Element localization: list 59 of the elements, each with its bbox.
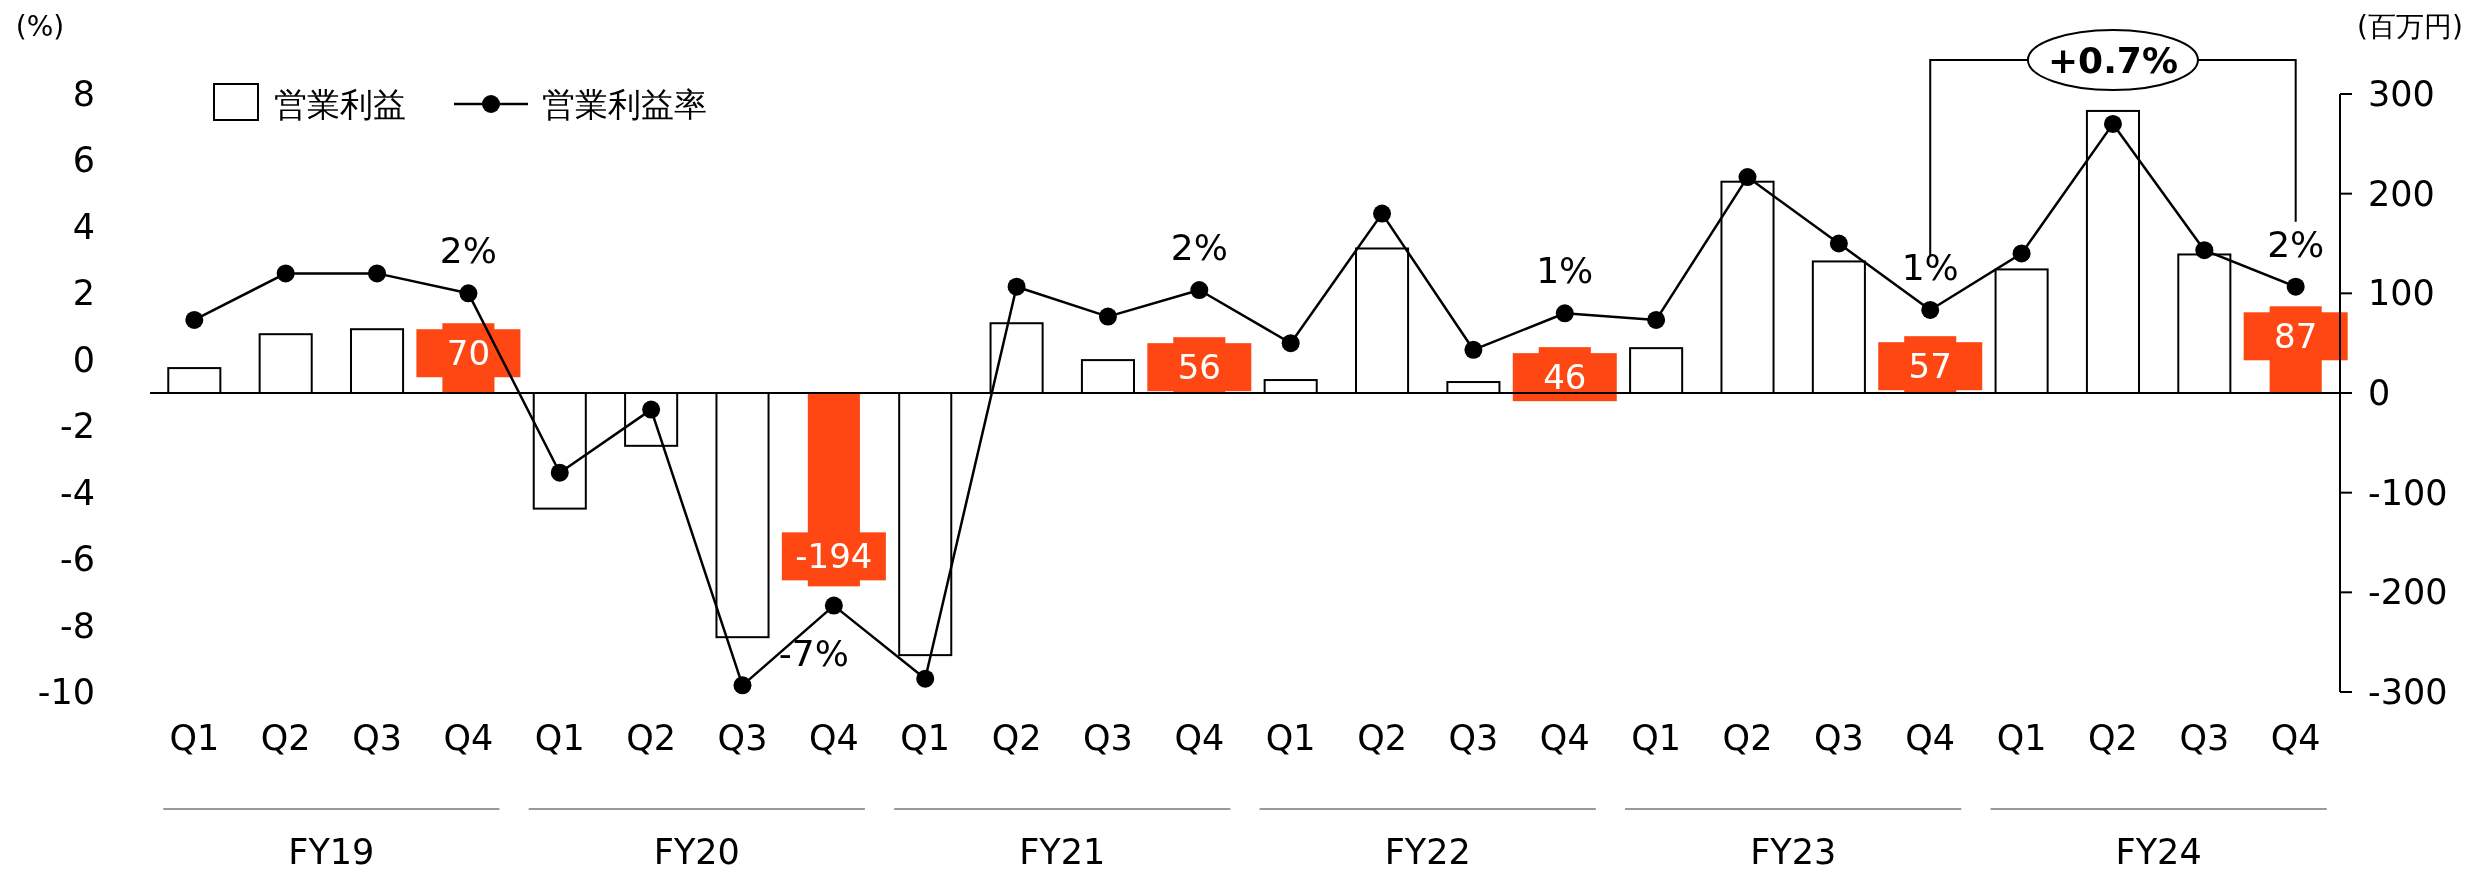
x-tick-label: Q4 [1905, 718, 1956, 758]
x-tick-label: Q2 [626, 718, 677, 758]
x-tick-label: Q1 [1631, 718, 1682, 758]
x-tick-label: Q1 [1265, 718, 1316, 758]
x-tick-label: Q4 [1539, 718, 1590, 758]
x-tick-label: Q2 [1722, 718, 1773, 758]
x-tick-label: Q3 [1083, 718, 1133, 758]
x-tick-label: Q4 [443, 718, 494, 758]
y2-tick-label: -100 [2368, 472, 2448, 513]
data-label: -194 [795, 536, 873, 577]
x-tick-label: Q4 [2270, 718, 2321, 758]
text: FY22 [1384, 832, 1471, 872]
text: FY20 [653, 832, 740, 872]
x-tick-label: Q4 [1174, 718, 1225, 758]
text: +0.7% [2047, 40, 2178, 81]
legend-label: 営業利益 [274, 85, 406, 124]
legend-label: 営業利益率 [542, 85, 707, 124]
x-tick-label: Q1 [900, 718, 951, 758]
y-tick-label: -8 [60, 605, 95, 646]
data-label: -7% [778, 632, 849, 674]
x-tick-label: Q3 [352, 718, 402, 758]
data-label: 1% [1901, 246, 1959, 288]
text: FY21 [1019, 832, 1106, 872]
x-tick-label: Q2 [260, 718, 311, 758]
y-tick-label: -6 [60, 539, 95, 580]
text: FY23 [1750, 832, 1837, 872]
y-tick-label: -10 [37, 672, 95, 712]
x-tick-label: Q3 [2179, 718, 2230, 758]
x-tick-label: Q3 [1448, 718, 1499, 758]
y-tick-label: 2 [72, 273, 95, 314]
data-label: 1% [1536, 250, 1594, 292]
x-tick-label: Q2 [1357, 718, 1407, 758]
data-label: 2% [1170, 227, 1228, 269]
y-tick-label: 6 [72, 140, 95, 181]
y2-tick-label: 200 [2368, 173, 2435, 214]
data-label: 2% [439, 230, 497, 272]
data-label: 2% [2267, 223, 2325, 265]
y-tick-label: -4 [60, 472, 95, 513]
y-tick-label: 4 [72, 206, 95, 247]
text: FY24 [2115, 832, 2202, 872]
x-tick-label: Q1 [169, 718, 220, 758]
y2-axis-title: (百万円) [2357, 10, 2463, 43]
y-tick-label: -2 [60, 406, 95, 447]
y2-tick-label: 0 [2368, 373, 2391, 413]
y2-tick-label: 300 [2368, 74, 2435, 114]
y-tick-label: 8 [72, 74, 95, 114]
x-tick-label: Q4 [808, 718, 859, 758]
y2-tick-label: 100 [2368, 273, 2435, 314]
x-tick-label: Q2 [991, 718, 1042, 758]
text: FY19 [288, 832, 375, 872]
y-axis-title: (%) [15, 10, 65, 43]
x-tick-label: Q1 [1996, 718, 2047, 758]
x-tick-label: Q1 [534, 718, 585, 758]
y-tick-label: 0 [72, 339, 95, 380]
x-tick-label: Q3 [717, 718, 768, 758]
x-tick-label: Q3 [1813, 718, 1864, 758]
y2-tick-label: -300 [2368, 672, 2448, 712]
y2-tick-label: -200 [2368, 572, 2448, 613]
x-tick-label: Q2 [2088, 718, 2138, 758]
